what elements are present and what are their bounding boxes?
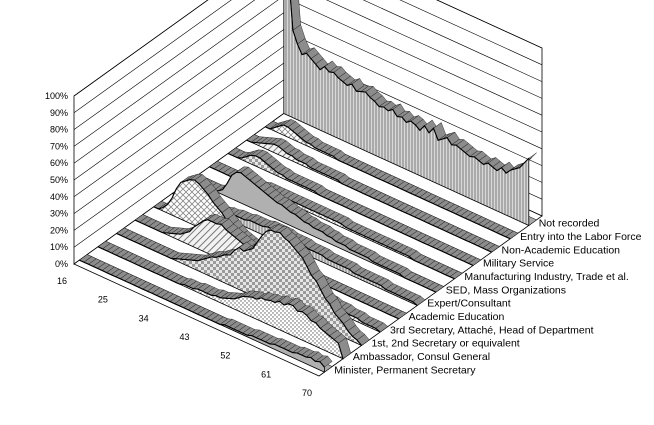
series-label: Entry into the Labor Force xyxy=(520,231,642,243)
series-label: Manufacturing Industry, Trade et al. xyxy=(464,271,628,283)
x-tick-label: 52 xyxy=(220,351,230,361)
x-tick-label: 43 xyxy=(179,332,189,342)
series-layer xyxy=(78,0,538,373)
y-tick-label: 90% xyxy=(50,108,68,118)
gridline xyxy=(73,0,543,114)
y-tick-label: 80% xyxy=(50,125,68,135)
series-label: 1st, 2nd Secretary or equivalent xyxy=(371,338,519,350)
series-label: 3rd Secretary, Attaché, Head of Departme… xyxy=(390,324,594,336)
series-label: Academic Education xyxy=(409,311,505,323)
series-label: Not recorded xyxy=(539,218,600,230)
gridline xyxy=(73,0,543,130)
y-tick-label: 10% xyxy=(50,242,68,252)
series-ribbon xyxy=(283,0,538,227)
series-ribbon xyxy=(190,166,445,293)
series-label: Expert/Consultant xyxy=(427,298,511,310)
series-ribbon xyxy=(78,254,333,373)
y-tick-label: 0% xyxy=(55,259,68,269)
gridline xyxy=(73,0,543,97)
x-tick-label: 34 xyxy=(139,313,149,323)
series-line xyxy=(264,124,511,240)
series-line xyxy=(289,0,530,174)
y-tick-label: 30% xyxy=(50,209,68,219)
series-line xyxy=(79,259,325,368)
series-ribbon xyxy=(97,240,352,360)
series-line xyxy=(246,139,492,253)
series-line xyxy=(227,152,474,267)
series-line xyxy=(97,246,344,359)
series-label: Minister, Permanent Secretary xyxy=(334,364,476,376)
series-ribbon xyxy=(246,134,500,253)
y-tick-label: 100% xyxy=(45,91,68,101)
y-tick-label: 70% xyxy=(50,141,68,151)
y-tick-label: 60% xyxy=(50,158,68,168)
y-tick-label: 40% xyxy=(50,192,68,202)
series-label: Ambassador, Consul General xyxy=(353,351,490,363)
y-tick-label: 50% xyxy=(50,175,68,185)
x-tick-label: 16 xyxy=(57,276,67,286)
series-ribbon xyxy=(264,119,519,240)
series-line xyxy=(116,229,363,346)
x-tick-label: 25 xyxy=(98,295,108,305)
gridline xyxy=(73,0,543,147)
series-label: Military Service xyxy=(483,258,554,270)
x-tick-label: 70 xyxy=(302,388,312,398)
series-label: Non-Academic Education xyxy=(502,244,621,256)
x-tick-label: 61 xyxy=(261,369,271,379)
labels-layer: 0% 10% 20% 30% 40% 50% 60% 70% 80% 90% 100% 16 25 34 4… xyxy=(45,91,642,398)
series-line xyxy=(190,171,437,293)
series-ribbon xyxy=(227,147,482,267)
series-label: SED, Mass Organizations xyxy=(446,284,566,296)
y-tick-label: 20% xyxy=(50,225,68,235)
